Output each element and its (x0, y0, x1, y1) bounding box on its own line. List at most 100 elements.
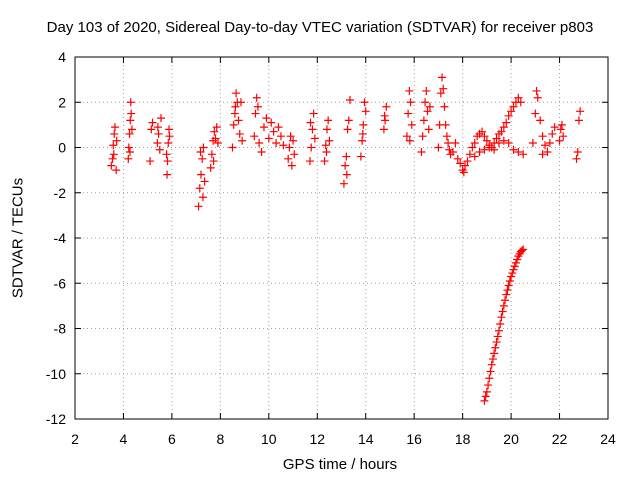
y-tick-label: 2 (58, 94, 66, 110)
data-point (199, 143, 208, 152)
data-point (481, 392, 490, 401)
data-point (287, 161, 296, 170)
data-point (307, 143, 316, 152)
data-point (504, 281, 513, 290)
data-point (493, 332, 502, 341)
data-point (211, 134, 220, 143)
data-point (276, 132, 285, 141)
data-point (274, 123, 283, 132)
data-point (198, 154, 207, 163)
data-point (438, 73, 447, 82)
data-point (257, 148, 266, 157)
data-point (109, 141, 118, 150)
data-point (196, 170, 205, 179)
data-point (206, 163, 215, 172)
data-point (444, 138, 453, 147)
data-point (484, 381, 493, 390)
data-point (404, 109, 413, 118)
x-tick-label: 6 (168, 431, 176, 447)
data-point (324, 116, 333, 125)
data-point (576, 107, 585, 116)
data-point (545, 138, 554, 147)
data-point (407, 120, 416, 129)
data-point (538, 132, 547, 141)
data-point (494, 326, 503, 335)
data-point (459, 168, 468, 177)
data-point (517, 246, 526, 255)
data-point (264, 134, 273, 143)
data-point (487, 360, 496, 369)
data-point (342, 152, 351, 161)
data-point (441, 120, 450, 129)
data-point (485, 374, 494, 383)
data-point (451, 138, 460, 147)
data-point (531, 109, 540, 118)
x-tick-label: 4 (120, 431, 128, 447)
data-point (485, 143, 494, 152)
x-tick-label: 14 (358, 431, 374, 447)
data-point (417, 148, 426, 157)
data-point (231, 102, 240, 111)
data-point (499, 136, 508, 145)
data-point (212, 123, 221, 132)
data-point (491, 343, 500, 352)
data-point (499, 301, 508, 310)
data-point (486, 367, 495, 376)
data-point (461, 161, 470, 170)
y-axis-label: SDTVAR / TECUs (9, 177, 27, 299)
data-point (153, 138, 162, 147)
chart-title: Day 103 of 2020, Sidereal Day-to-day VTE… (46, 19, 594, 36)
data-point (322, 125, 331, 134)
data-point (272, 138, 281, 147)
data-point (528, 138, 537, 147)
data-point (165, 132, 174, 141)
x-tick-label: 8 (216, 431, 224, 447)
data-point (405, 136, 414, 145)
data-point (536, 116, 545, 125)
data-point (538, 150, 547, 159)
data-point (492, 338, 501, 347)
data-point (213, 138, 222, 147)
data-point (229, 120, 238, 129)
data-point (573, 148, 582, 157)
data-point (163, 170, 172, 179)
plot-frame (74, 56, 609, 420)
data-point (470, 152, 479, 161)
data-point (262, 114, 271, 123)
data-point (380, 111, 389, 120)
x-tick-label: 24 (600, 431, 616, 447)
data-point (322, 148, 331, 157)
x-tick-label: 18 (455, 431, 471, 447)
data-point (550, 123, 559, 132)
data-point (238, 136, 247, 145)
y-tick-label: -8 (54, 321, 67, 337)
data-point (198, 193, 207, 202)
x-axis-label: GPS time / hours (282, 456, 398, 473)
y-tick-label: -12 (46, 411, 66, 427)
data-point (436, 89, 445, 98)
data-point (497, 127, 506, 136)
data-point (480, 396, 489, 405)
data-point (508, 269, 517, 278)
y-tick-label: -10 (46, 366, 66, 382)
data-point (125, 129, 134, 138)
data-point (195, 184, 204, 193)
data-point (207, 150, 216, 159)
data-point (196, 148, 205, 157)
data-point (405, 86, 414, 95)
data-point (504, 138, 513, 147)
data-point (480, 132, 489, 141)
data-point (279, 141, 288, 150)
data-point (112, 166, 121, 175)
data-point (153, 123, 162, 132)
data-point (496, 319, 505, 328)
data-point (253, 102, 262, 111)
data-point (209, 157, 218, 166)
data-point (361, 107, 370, 116)
data-point (543, 148, 552, 157)
data-point (250, 132, 259, 141)
data-point (343, 125, 352, 134)
data-point (112, 136, 121, 145)
data-point (269, 127, 278, 136)
data-point (290, 150, 299, 159)
